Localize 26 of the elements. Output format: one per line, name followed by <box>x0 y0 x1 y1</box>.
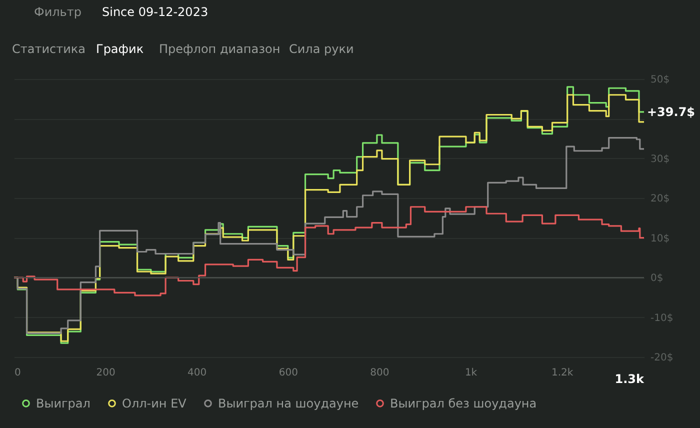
x-tick-label: 600 <box>278 368 298 378</box>
y-tick-label: 0$ <box>650 273 664 284</box>
text: Префлоп диапазон <box>159 42 280 56</box>
y-tick-label: -20$ <box>650 352 674 364</box>
text: Since 09-12-2023 <box>102 5 208 19</box>
x-tick-label: 200 <box>96 368 116 378</box>
text: Фильтр <box>34 5 82 19</box>
y-tick-label: -10$ <box>650 312 674 324</box>
x-tick-label: 1k <box>464 368 478 378</box>
legend-label: Выиграл без шоудауна <box>390 396 537 410</box>
x-tick-label: 1.2k <box>551 368 574 378</box>
text: +39.7$ <box>647 105 696 119</box>
text: Статистика <box>12 42 86 56</box>
text: График <box>96 42 144 56</box>
y-tick-label: 20$ <box>650 194 670 205</box>
y-tick-label: 50$ <box>650 74 670 86</box>
legend-label: Выиграл на шоудауне <box>218 396 359 410</box>
text: Сила руки <box>289 42 354 56</box>
y-tick-label: 10$ <box>650 233 670 244</box>
text: 1.3k <box>614 372 646 386</box>
x-tick-label: 800 <box>370 368 390 378</box>
y-tick-label: 30$ <box>650 154 670 165</box>
legend-label: Выиграл <box>36 396 90 410</box>
legend-label: Олл-ин EV <box>122 396 188 410</box>
x-tick-label: 0 <box>14 368 21 378</box>
x-tick-label: 400 <box>188 368 207 378</box>
